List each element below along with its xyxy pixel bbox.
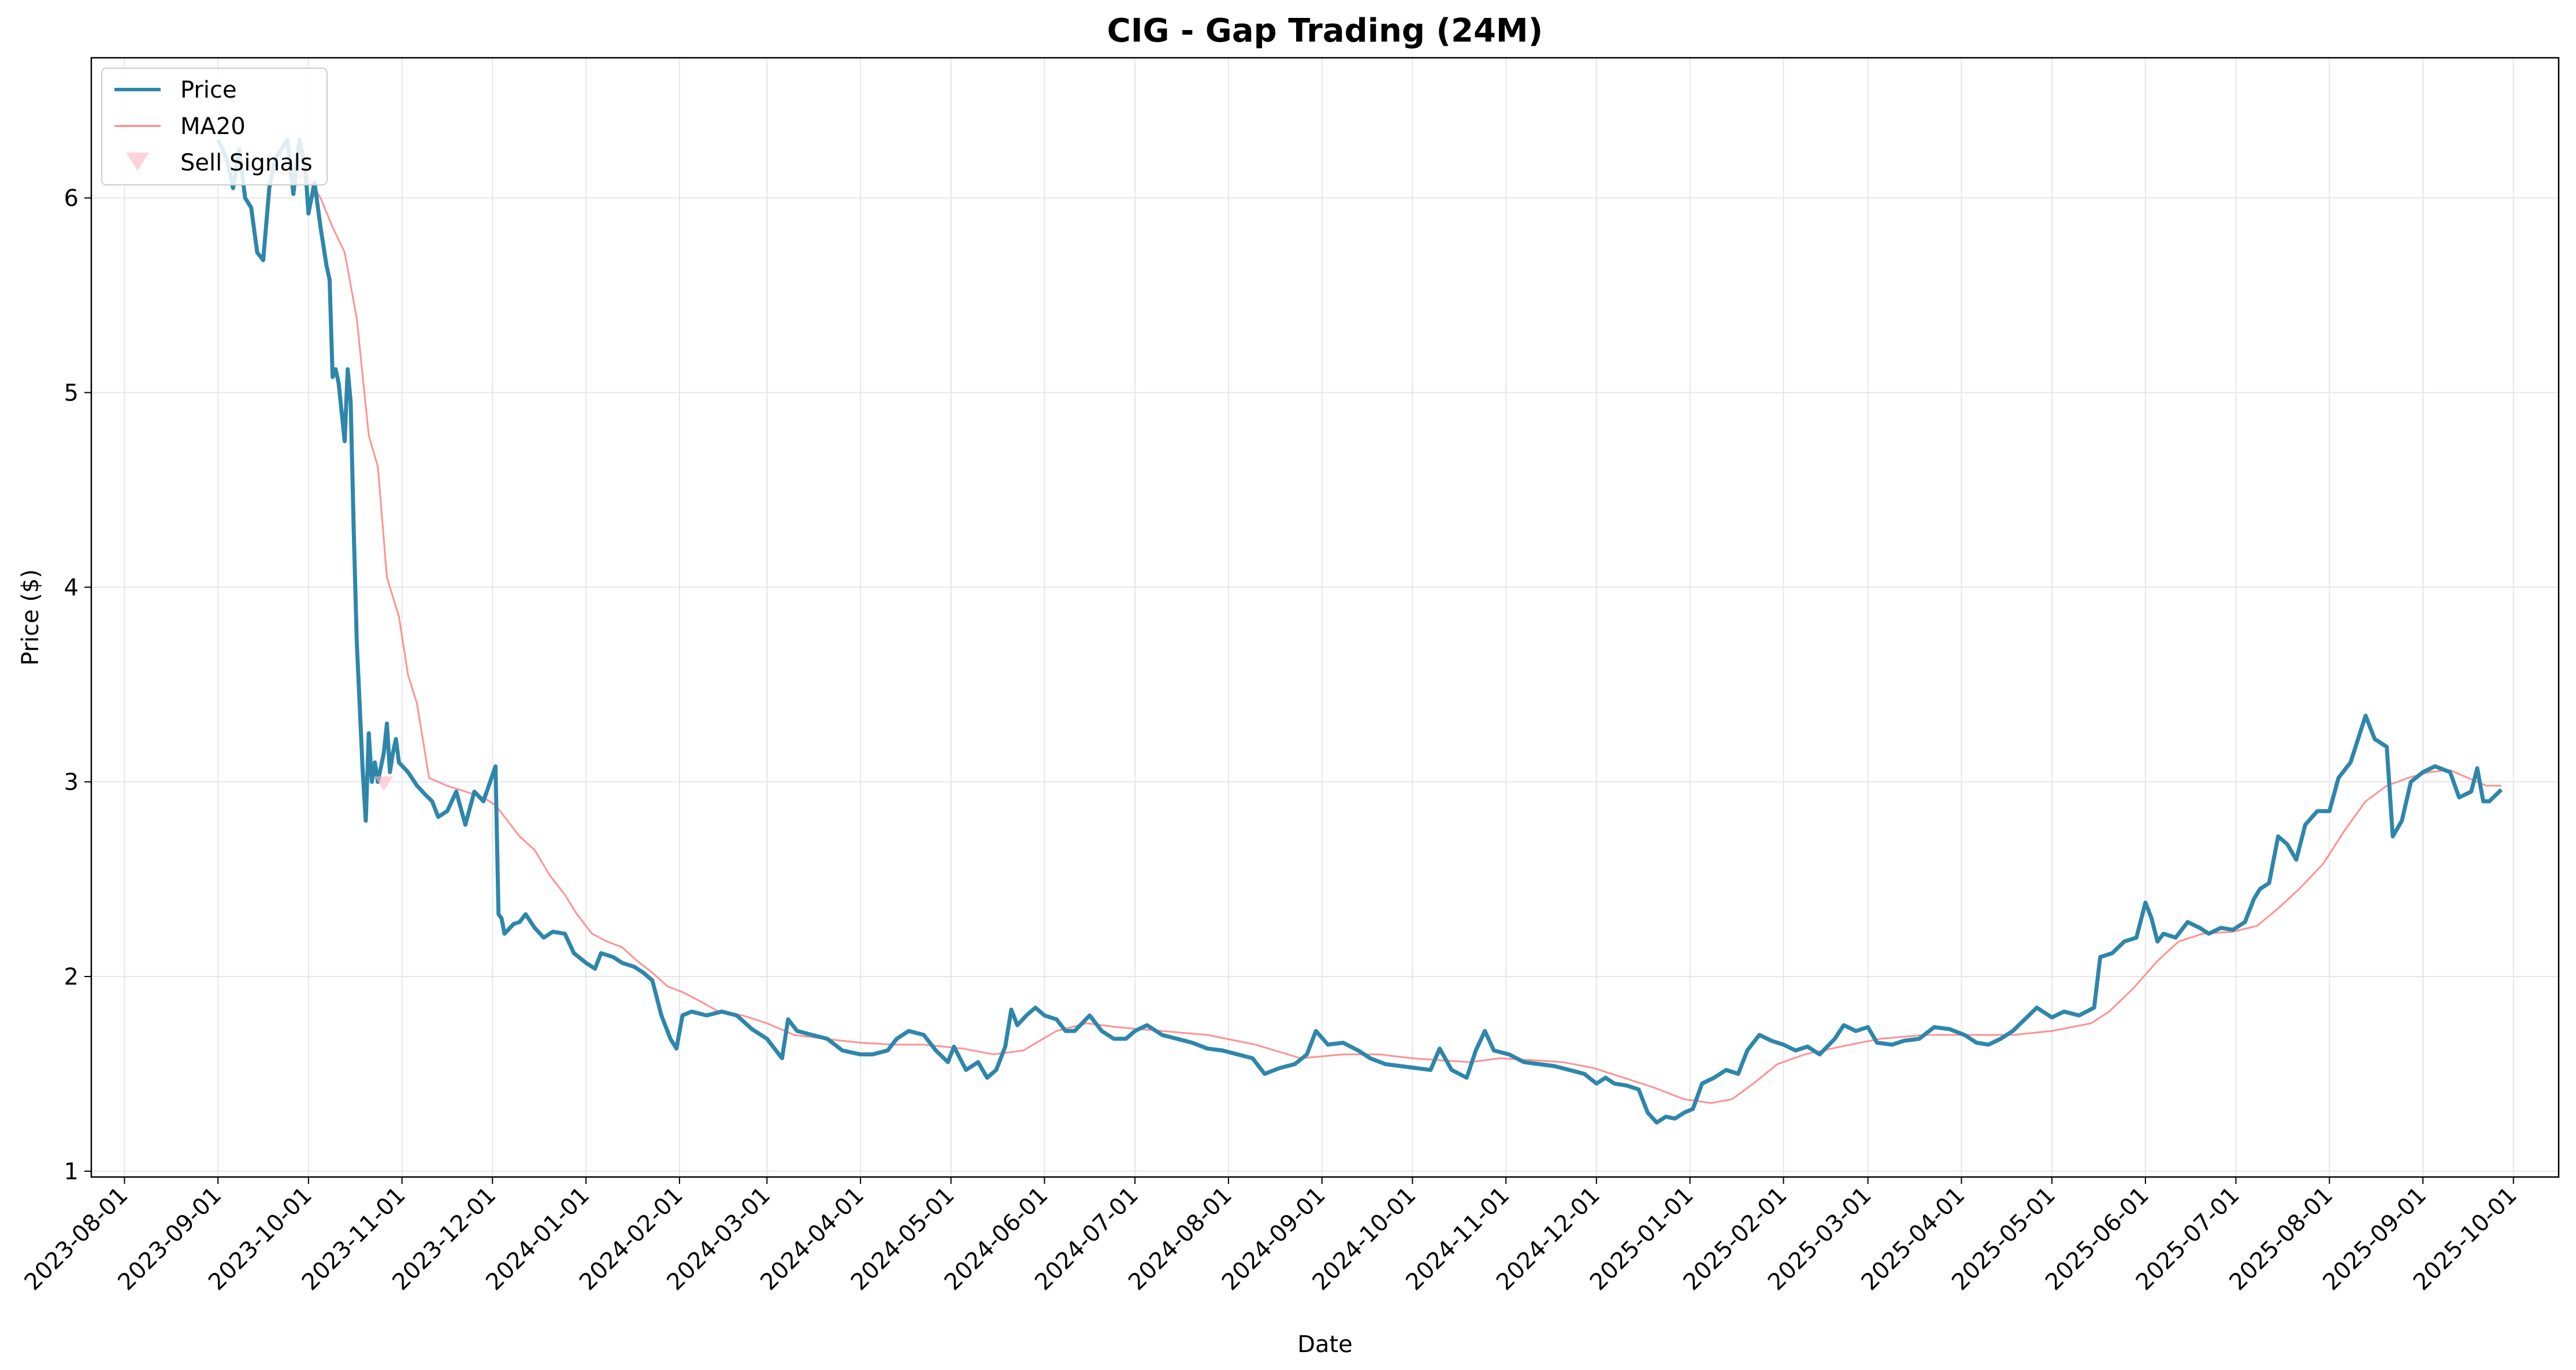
legend-sell-signal-marker-icon <box>126 153 149 171</box>
legend-price-label: Price <box>180 77 237 103</box>
y-tick-label: 1 <box>64 1159 79 1185</box>
legend: Price MA20 Sell Signals <box>101 68 328 185</box>
plot-frame <box>90 57 2560 1178</box>
grid <box>91 58 2559 1177</box>
y-axis-title: Price ($) <box>17 569 44 666</box>
legend-ma20-label: MA20 <box>180 113 246 140</box>
ma20-line <box>217 158 2501 1104</box>
sell-signal-marker <box>374 776 394 792</box>
y-tick-label: 5 <box>64 380 79 406</box>
legend-sell-signals-label: Sell Signals <box>180 150 313 176</box>
legend-box <box>101 68 328 185</box>
price-line <box>216 138 2503 1125</box>
series-layer <box>216 138 2503 1125</box>
x-axis-title: Date <box>1297 1331 1353 1358</box>
y-tick-label: 6 <box>64 185 79 212</box>
y-tick-label: 4 <box>64 574 79 601</box>
y-tick-label: 2 <box>64 964 79 990</box>
chart-title: CIG - Gap Trading (24M) <box>1107 12 1543 50</box>
y-tick-label: 3 <box>64 769 79 796</box>
